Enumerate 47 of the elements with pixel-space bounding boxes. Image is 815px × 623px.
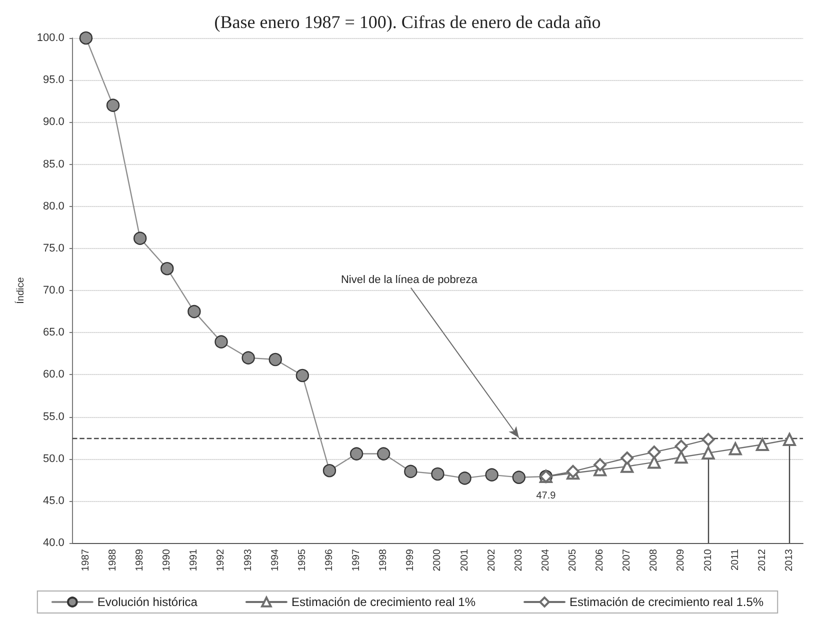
x-tick-label: 2013 xyxy=(784,548,795,572)
y-tick-label: 65.0 xyxy=(43,326,64,339)
x-tick-label: 2005 xyxy=(568,548,579,572)
x-tick-label: 2000 xyxy=(432,548,444,572)
x-tick-label: 1997 xyxy=(351,548,362,572)
x-tick-label: 2007 xyxy=(622,548,633,572)
y-tick-label: 50.0 xyxy=(43,452,64,465)
x-tick-label: 1989 xyxy=(134,548,146,572)
x-tick-label: 2009 xyxy=(676,548,687,572)
y-tick-label: 95.0 xyxy=(43,74,64,86)
y-axis-title: Índice xyxy=(14,276,26,304)
x-tick-label: 2011 xyxy=(730,548,741,571)
x-tick-label: 1992 xyxy=(216,548,227,572)
x-tick-label: 2002 xyxy=(486,548,498,572)
y-tick-label: 40.0 xyxy=(43,537,64,549)
x-tick-label: 1991 xyxy=(188,548,200,572)
y-tick-label: 70.0 xyxy=(43,284,64,296)
x-tick-label: 1996 xyxy=(324,548,335,572)
y-tick-label: 45.0 xyxy=(43,494,64,507)
legend-label: Evolución histórica xyxy=(97,595,198,609)
x-tick-label: 2003 xyxy=(513,548,524,572)
x-tick-label: 2001 xyxy=(459,548,470,572)
x-tick-label: 1993 xyxy=(242,548,254,572)
x-tick-label: 2010 xyxy=(702,548,714,572)
y-tick-label: 100.0 xyxy=(36,32,64,44)
x-tick-label: 1995 xyxy=(296,548,308,572)
annotation: Nivel de la línea de pobreza xyxy=(340,274,478,286)
y-tick-label: 80.0 xyxy=(43,200,64,212)
x-tick-label: 1988 xyxy=(108,548,119,572)
x-tick-label: 1999 xyxy=(405,548,416,572)
chart-title: (Base enero 1987 = 100). Cifras de enero de cada año xyxy=(214,12,601,32)
x-tick-label: 2004 xyxy=(540,548,552,572)
x-tick-label: 1994 xyxy=(270,548,281,572)
x-tick-label: 2008 xyxy=(648,548,660,572)
x-tick-label: 1998 xyxy=(378,548,390,572)
x-tick-label: 1987 xyxy=(80,548,92,572)
y-tick-label: 90.0 xyxy=(43,116,64,128)
x-tick-label: 1990 xyxy=(162,548,173,572)
legend-label: Estimación de crecimiento real 1.5% xyxy=(570,595,764,609)
x-tick-label: 2012 xyxy=(756,548,768,572)
y-tick-label: 60.0 xyxy=(43,368,64,381)
y-tick-label: 75.0 xyxy=(43,242,64,254)
legend-label: Estimación de crecimiento real 1% xyxy=(291,595,476,609)
y-tick-label: 55.0 xyxy=(43,410,64,423)
y-tick-label: 85.0 xyxy=(43,158,64,170)
x-tick-label: 2006 xyxy=(594,548,606,572)
data-label: 47.9 xyxy=(536,490,556,502)
